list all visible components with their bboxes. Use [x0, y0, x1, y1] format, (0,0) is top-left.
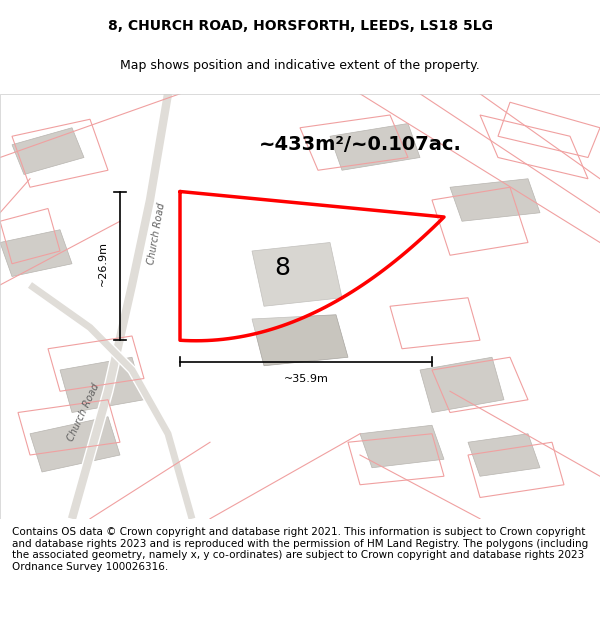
Text: ~35.9m: ~35.9m: [284, 374, 328, 384]
Polygon shape: [0, 230, 72, 276]
Text: ~433m²/~0.107ac.: ~433m²/~0.107ac.: [259, 135, 461, 154]
Text: Map shows position and indicative extent of the property.: Map shows position and indicative extent…: [120, 59, 480, 72]
Polygon shape: [252, 315, 348, 366]
Polygon shape: [450, 179, 540, 221]
Text: Church Road: Church Road: [66, 382, 102, 443]
Text: 8, CHURCH ROAD, HORSFORTH, LEEDS, LS18 5LG: 8, CHURCH ROAD, HORSFORTH, LEEDS, LS18 5…: [107, 19, 493, 33]
Polygon shape: [330, 124, 420, 170]
Polygon shape: [180, 191, 444, 341]
Polygon shape: [30, 417, 120, 472]
Text: Contains OS data © Crown copyright and database right 2021. This information is : Contains OS data © Crown copyright and d…: [12, 528, 588, 572]
Polygon shape: [420, 357, 504, 412]
Polygon shape: [60, 357, 144, 412]
Polygon shape: [252, 242, 342, 306]
Polygon shape: [12, 127, 84, 174]
Text: 8: 8: [274, 256, 290, 280]
Polygon shape: [360, 425, 444, 468]
Text: Church Road: Church Road: [146, 202, 166, 266]
Bar: [0, 94, 600, 519]
Polygon shape: [468, 434, 540, 476]
Text: ~26.9m: ~26.9m: [98, 241, 108, 286]
